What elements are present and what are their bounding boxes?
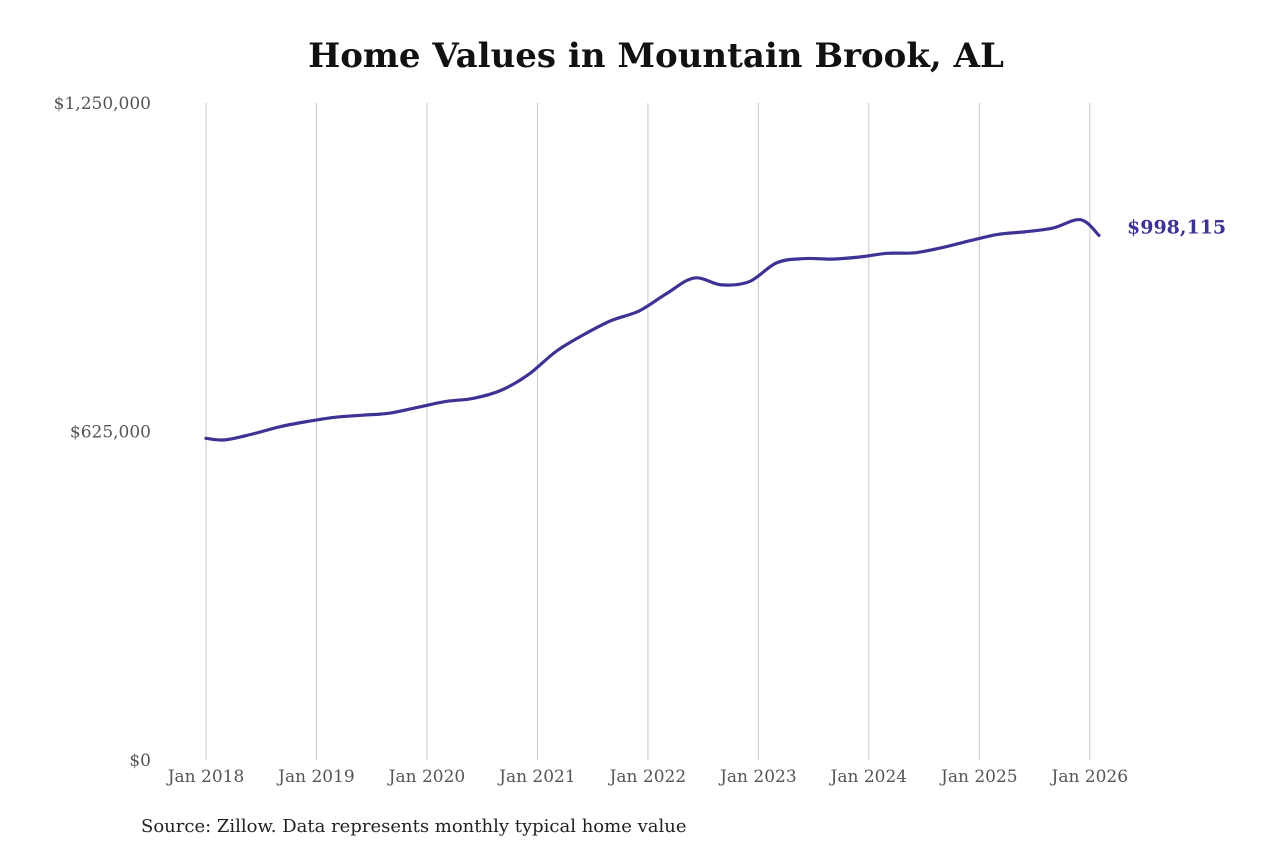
y-tick-label: $0	[129, 751, 151, 771]
y-tick-label: $1,250,000	[54, 94, 151, 114]
gridlines	[205, 103, 1091, 760]
x-tick-label: Jan 2020	[387, 767, 466, 787]
series-group	[204, 218, 1101, 442]
x-tick-label: Jan 2018	[166, 767, 245, 787]
x-tick-label: Jan 2022	[608, 767, 687, 787]
x-tick-label: Jan 2019	[276, 767, 355, 787]
x-tick-label: Jan 2023	[718, 767, 797, 787]
series-line	[204, 218, 1101, 442]
x-tick-label: Jan 2024	[829, 767, 908, 787]
chart-title: Home Values in Mountain Brook, AL	[308, 36, 1004, 76]
x-tick-label: Jan 2026	[1050, 767, 1129, 787]
y-axis: $0 $625,000 $1,250,000	[54, 94, 151, 771]
end-value-label: $998,115	[1127, 216, 1226, 238]
source-note: Source: Zillow. Data represents monthly …	[141, 816, 687, 837]
x-tick-label: Jan 2025	[939, 767, 1018, 787]
x-axis: Jan 2018 Jan 2019 Jan 2020 Jan 2021 Jan 2022…	[166, 767, 1128, 787]
y-tick-label: $625,000	[70, 423, 151, 443]
x-tick-label: Jan 2021	[497, 767, 576, 787]
end-label-group: $998,115	[1127, 216, 1226, 238]
